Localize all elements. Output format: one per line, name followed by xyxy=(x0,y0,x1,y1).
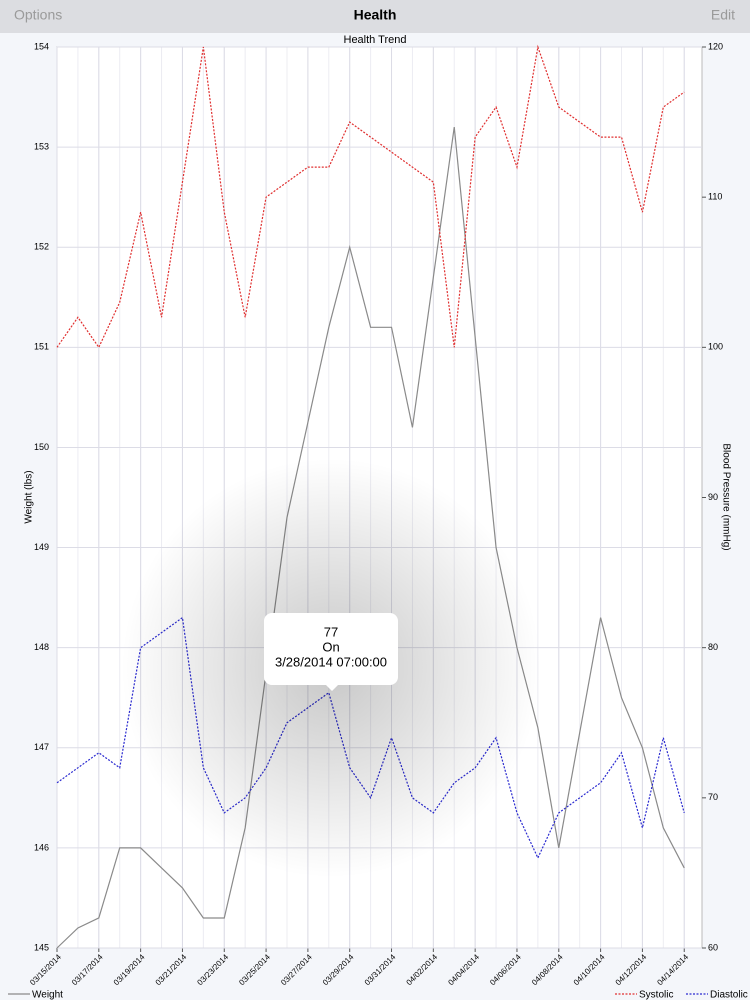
y2-axis-label: Blood Pressure (mmHg) xyxy=(720,443,731,550)
y-tick-label: 150 xyxy=(34,442,49,452)
tooltip-text: 77 xyxy=(324,624,338,639)
y-tick-label: 151 xyxy=(34,342,49,352)
nav-title: Health xyxy=(354,7,397,23)
y-tick-label: 146 xyxy=(34,842,49,852)
y-tick-label: 149 xyxy=(34,542,49,552)
y2-tick-label: 110 xyxy=(708,192,722,202)
edit-button[interactable]: Edit xyxy=(711,7,735,23)
y2-tick-label: 60 xyxy=(708,942,718,952)
y2-tick-label: 100 xyxy=(708,342,723,352)
series-line xyxy=(56,44,685,349)
options-button[interactable]: Options xyxy=(14,7,62,23)
y-tick-label: 147 xyxy=(34,742,49,752)
y2-tick-label: 80 xyxy=(708,642,718,652)
y-tick-label: 148 xyxy=(34,642,49,652)
legend-label: Weight xyxy=(32,990,63,1000)
series-line xyxy=(56,127,685,949)
tooltip-text: 3/28/2014 07:00:00 xyxy=(275,654,387,669)
legend-label: Diastolic xyxy=(710,990,748,1000)
nav-bar xyxy=(0,0,750,33)
y2-tick-label: 90 xyxy=(708,492,718,502)
y-axis-label: Weight (lbs) xyxy=(24,470,35,523)
tooltip-box xyxy=(264,613,398,691)
y-tick-label: 145 xyxy=(34,942,49,952)
y2-tick-label: 120 xyxy=(708,41,723,51)
tooltip-text: On xyxy=(322,639,339,654)
y2-tick-label: 70 xyxy=(708,792,718,802)
y-tick-label: 154 xyxy=(34,41,49,51)
y-tick-label: 152 xyxy=(34,242,49,252)
y-tick-label: 153 xyxy=(34,141,49,151)
chart-title: Health Trend xyxy=(344,34,407,46)
legend-label: Systolic xyxy=(639,990,673,1000)
